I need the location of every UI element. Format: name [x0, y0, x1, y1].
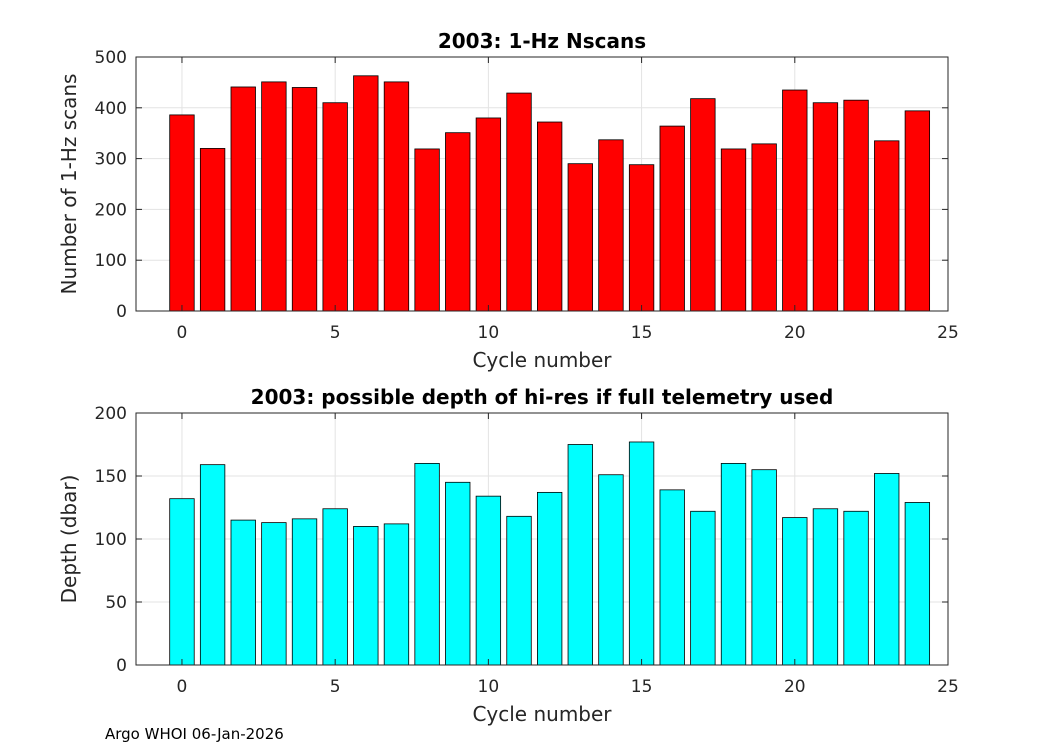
chart1-ylabel: Number of 1-Hz scans [57, 74, 81, 295]
chart1-title: 2003: 1-Hz Nscans [438, 29, 646, 53]
chart2-bar [567, 444, 593, 666]
chart1-xtick-label: 20 [784, 323, 806, 343]
chart2-bar [353, 526, 379, 666]
chart1-bar [782, 89, 808, 312]
chart2-xtick-label: 5 [330, 677, 341, 697]
chart2-ytick-label: 150 [95, 467, 127, 487]
chart1-bar [598, 139, 624, 312]
chart2-bar [598, 474, 624, 666]
chart1-ytick-label: 300 [95, 150, 127, 170]
chart2-bar [751, 469, 777, 666]
chart1-bar [537, 121, 563, 312]
chart1-bar [751, 143, 777, 312]
chart2-ytick-label: 0 [116, 656, 127, 676]
chart1-xtick-label: 5 [330, 323, 341, 343]
footer-credit: Argo WHOI 06-Jan-2026 [105, 725, 284, 743]
chart2-bar [690, 510, 716, 666]
chart1-ytick-label: 500 [95, 48, 127, 68]
chart2-bar [291, 518, 318, 666]
chart1-bar [445, 132, 471, 312]
chart2-bar [383, 523, 410, 666]
chart2-bar [169, 498, 195, 666]
chart1-ytick-label: 100 [95, 251, 127, 271]
chart2-ytick-label: 50 [105, 593, 127, 613]
chart1-ytick-label: 200 [95, 200, 127, 220]
chart2-ytick-label: 200 [95, 404, 127, 424]
chart1-bar [506, 92, 532, 312]
chart2-bar [720, 462, 747, 666]
chart2-bar [874, 473, 900, 666]
chart2-bar [628, 441, 655, 666]
chart1-bar [659, 125, 685, 312]
chart1-xtick-label: 10 [478, 323, 500, 343]
chart2-bar [322, 508, 348, 666]
chart2-title: 2003: possible depth of hi-res if full t… [251, 385, 834, 409]
chart2-ylabel: Depth (dbar) [57, 475, 81, 604]
chart2-xtick-label: 10 [478, 677, 500, 697]
chart1-bar [291, 87, 318, 312]
chart2-bar [261, 522, 287, 666]
chart2-bar [414, 462, 440, 666]
chart1-bar [812, 102, 839, 312]
chart1-bar [230, 86, 256, 312]
chart1-ytick-label: 0 [116, 302, 127, 322]
chart2-xtick-label: 0 [177, 677, 188, 697]
chart2-bar [506, 515, 532, 666]
chart1-bar [383, 81, 410, 312]
chart1-bar [843, 99, 869, 312]
chart2-ytick-label: 100 [95, 530, 127, 550]
chart1-bar [567, 163, 593, 312]
chart1-bar [353, 75, 379, 312]
chart2-bar [659, 489, 685, 666]
chart2-bar [812, 508, 839, 666]
chart2-xtick-label: 15 [631, 677, 653, 697]
chart1-bar [169, 114, 195, 312]
chart1-ytick-label: 400 [95, 99, 127, 119]
chart2-bar [445, 481, 471, 666]
chart1-xtick-label: 0 [177, 323, 188, 343]
chart2-bar [537, 491, 563, 666]
chart1-bar [690, 98, 716, 312]
chart1-bar [720, 148, 747, 312]
chart2-bar [199, 464, 226, 666]
chart1-xtick-label: 15 [631, 323, 653, 343]
chart1-bar [199, 148, 226, 312]
chart2-xtick-label: 25 [937, 677, 959, 697]
chart2-bar [843, 510, 869, 666]
chart1-axes-box [135, 56, 949, 312]
chart1-bar [322, 102, 348, 312]
chart2-bar [230, 519, 256, 666]
chart2-xtick-label: 20 [784, 677, 806, 697]
chart1-xlabel: Cycle number [472, 348, 612, 372]
chart1-bar [414, 148, 440, 312]
chart1-bar [904, 110, 931, 312]
chart1-bar [261, 81, 287, 312]
chart1-bar [475, 117, 502, 312]
chart2-bar [782, 517, 808, 666]
chart2-bar [904, 502, 931, 666]
chart1-xtick-label: 25 [937, 323, 959, 343]
chart2-xlabel: Cycle number [472, 702, 612, 726]
chart1-bar [874, 140, 900, 312]
chart2-bar [475, 495, 502, 666]
chart1-bar [628, 164, 655, 312]
